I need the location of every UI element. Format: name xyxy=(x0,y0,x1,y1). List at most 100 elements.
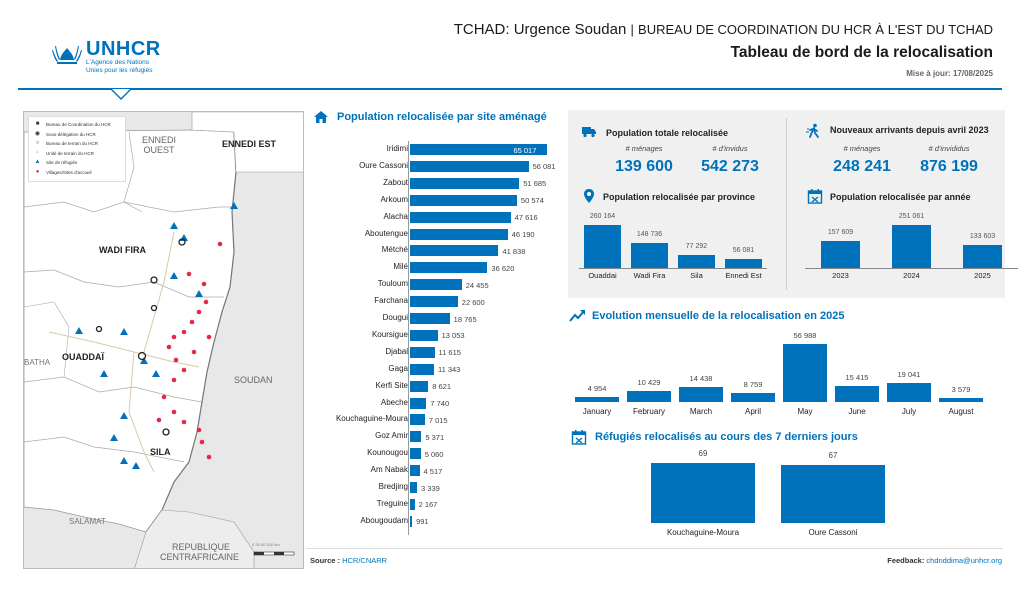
bar xyxy=(781,464,885,523)
bar-category-label: June xyxy=(848,407,866,416)
bar-category-label: Zabout xyxy=(383,177,408,187)
bar-category-label: Alacha xyxy=(383,211,408,221)
bar xyxy=(410,144,548,155)
bar-category-label: Goz Amir xyxy=(375,431,408,441)
bar-value-label: 51 685 xyxy=(523,179,547,189)
kpi-total-title: Population totale relocalisée xyxy=(606,128,729,138)
bar xyxy=(835,386,879,402)
bar xyxy=(575,396,619,402)
map-label-soudan: SOUDAN xyxy=(234,375,273,385)
population-site-axis xyxy=(408,141,409,535)
bar xyxy=(410,498,415,510)
bar-value-label: 50 574 xyxy=(520,196,544,206)
logo-tagline: Unies pour les réfugiés xyxy=(86,67,153,74)
source-label: Source : xyxy=(310,556,343,565)
bar xyxy=(410,431,422,443)
map-label-ennedi-ouest: ENNEDI OUEST xyxy=(142,135,177,155)
bar-category-label: 2025 xyxy=(974,271,991,280)
bar xyxy=(410,397,427,409)
bar xyxy=(887,382,931,402)
week-title: Réfugiés relocalisés au cours des 7 dern… xyxy=(595,431,858,443)
circle-bold-icon: ◉ xyxy=(34,130,41,137)
title-office: BUREAU DE COORDINATION DU HCR À L'EST DU… xyxy=(638,22,993,37)
kpi-new-households: 248 241 xyxy=(833,158,891,175)
kpi-total-households-label: # ménages xyxy=(625,144,663,153)
bar-value-label: 69 xyxy=(698,449,708,458)
bar-category-label: Touloum xyxy=(377,279,408,289)
bar xyxy=(410,346,435,358)
update-label: Mise à jour: xyxy=(906,69,951,78)
bar xyxy=(678,255,715,268)
bar xyxy=(410,228,508,240)
feedback-email-link[interactable]: chdnddima@unhcr.org xyxy=(926,556,1002,565)
bar-value-label: 15 415 xyxy=(845,373,869,383)
bar-category-label: Iridimi xyxy=(386,144,408,153)
bar-value-label: 22 600 xyxy=(461,297,485,307)
unhcr-emblem-icon xyxy=(52,46,82,64)
bar-category-label: May xyxy=(797,407,813,416)
chart-baseline xyxy=(805,268,1018,269)
feedback-label: Feedback: xyxy=(887,556,927,565)
home-icon xyxy=(314,111,328,123)
bar xyxy=(410,211,511,223)
bar-category-label: July xyxy=(901,407,917,416)
bar-value-label: 5 060 xyxy=(424,449,444,459)
bar-value-label: 991 xyxy=(416,517,429,527)
kpi-new-individuals: 876 199 xyxy=(920,158,978,175)
bar-value-label: 8 621 xyxy=(432,382,451,392)
update-date: Mise à jour: 17/08/2025 xyxy=(906,69,993,78)
kpi-year-title: Population relocalisée par année xyxy=(830,192,971,202)
bar-value-label: 148 736 xyxy=(636,231,663,239)
bar-value-label: 4 954 xyxy=(587,383,607,393)
bar-category-label: Koursigue xyxy=(371,329,408,339)
bar-category-label: Abeche xyxy=(380,397,408,407)
legend-item: ■ Bureau de Coordination du HCR xyxy=(33,120,121,130)
bar-category-label: Ennedi Est xyxy=(725,271,762,280)
kpi-province-title: Population relocalisée par province xyxy=(603,192,756,202)
bar-category-label: Kounougou xyxy=(367,448,408,458)
bar-category-label: Arkoum xyxy=(380,194,408,204)
bar xyxy=(410,329,438,341)
bar-value-label: 133 603 xyxy=(969,233,996,241)
bar-category-label: Dougui xyxy=(382,313,408,322)
source-link[interactable]: HCR/CNARR xyxy=(342,556,388,565)
bar-value-label: 5 371 xyxy=(425,432,445,442)
bar-value-label: 157 609 xyxy=(827,229,854,236)
bar-category-label: Kouchaguine-Moura xyxy=(666,528,740,537)
population-site-title: Population relocalisée par site aménagé xyxy=(337,111,547,123)
bar-value-label: 65 017 xyxy=(513,145,537,155)
kpi-total-households: 139 600 xyxy=(615,158,673,175)
bar-category-label: Treguine xyxy=(376,498,408,508)
legend-item: ▲ Site de réfugiés xyxy=(33,158,121,168)
bar-value-label: 10 429 xyxy=(637,378,661,388)
bar xyxy=(963,245,1002,268)
map-label-salamat: SALAMAT xyxy=(69,517,106,526)
bar xyxy=(410,245,499,257)
footer-rule xyxy=(306,548,1003,549)
kpi-total-individuals: 542 273 xyxy=(701,158,759,175)
bar xyxy=(679,387,723,402)
bar-value-label: 11 615 xyxy=(438,348,461,358)
calendar-icon xyxy=(571,430,587,445)
circle-icon: ○ xyxy=(35,140,40,147)
bar-category-label: Gaga xyxy=(388,363,408,373)
kpi-total-individuals-label: # d'invidus xyxy=(712,144,748,153)
bar-category-label: Kouchaguine-Moura xyxy=(335,414,408,424)
bar xyxy=(627,391,671,402)
map-label-sila: SILA xyxy=(150,447,171,457)
bar xyxy=(410,448,421,460)
population-site-chart: Iridimi 65 017 Oure Cassoni 56 081 Zabout 51 … xyxy=(306,141,560,535)
header-notch-inner xyxy=(112,89,130,98)
kpi-divider xyxy=(786,118,787,290)
bar xyxy=(410,380,429,392)
bar-category-label: February xyxy=(632,407,665,416)
bar-category-label: January xyxy=(582,407,612,416)
header-rule xyxy=(18,88,1002,90)
map-legend: ■ Bureau de Coordination du HCR ◉ Sous-dél… xyxy=(28,116,126,182)
bar-value-label: 3 579 xyxy=(951,385,971,395)
bar-category-label: April xyxy=(744,407,761,416)
bar-category-label: Ouaddai xyxy=(588,271,617,280)
bar-category-label: Bredjing xyxy=(378,482,408,491)
bar xyxy=(821,241,860,268)
truck-icon xyxy=(582,127,596,138)
